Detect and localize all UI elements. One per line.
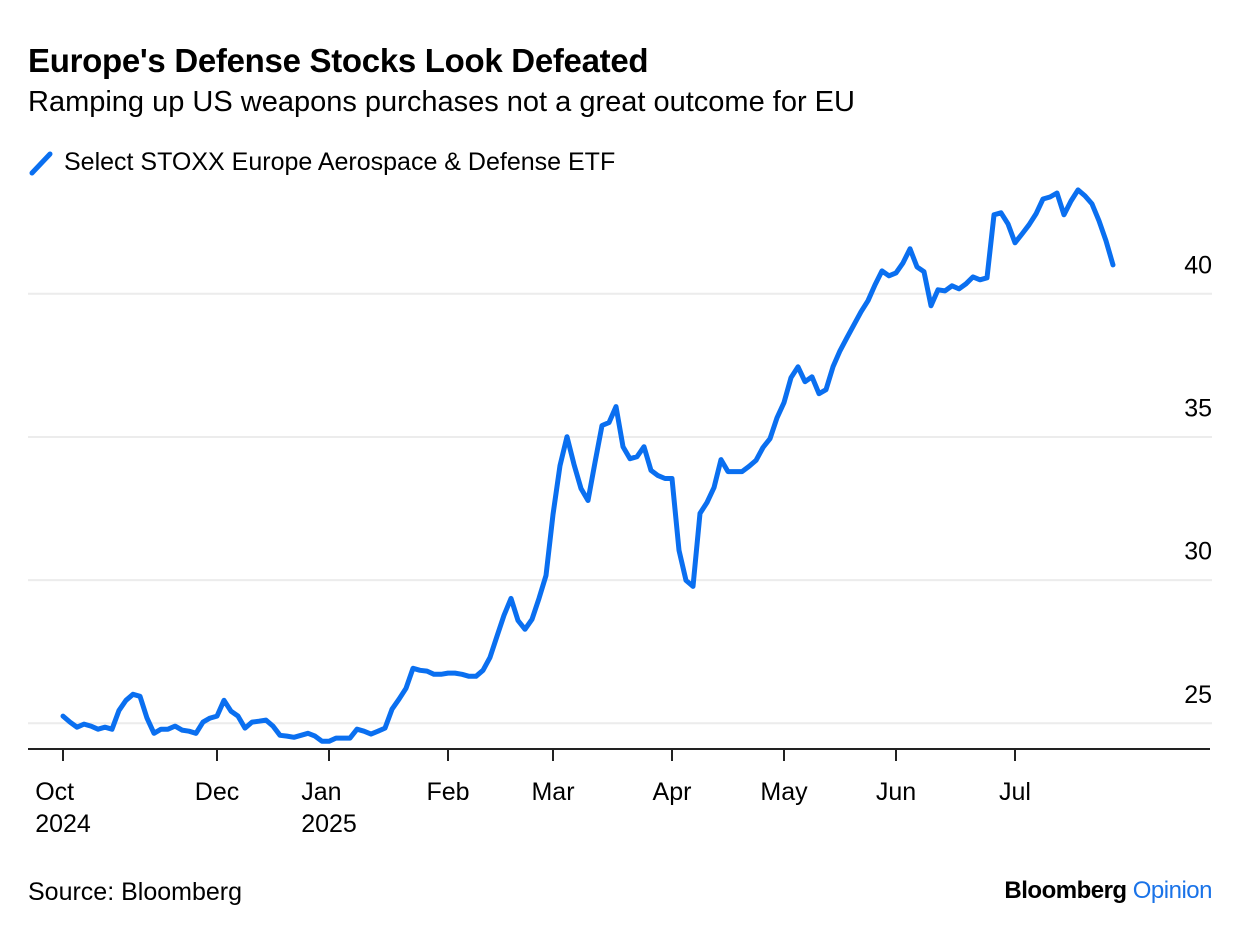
legend-label: Select STOXX Europe Aerospace & Defense … (64, 148, 616, 176)
brand: Bloomberg Opinion (1004, 877, 1212, 905)
y-tick-label: 30 (1184, 538, 1212, 566)
x-tick-label: Apr (652, 778, 692, 806)
x-tick-label: Dec (194, 778, 240, 806)
x-tick-label: Mar (531, 778, 575, 806)
x-tick-label: May (760, 778, 808, 806)
chart-subtitle: Ramping up US weapons purchases not a gr… (28, 86, 855, 118)
chart-title: Europe's Defense Stocks Look Defeated (28, 42, 649, 79)
y-tick-label: 35 (1184, 395, 1212, 423)
legend-swatch (29, 151, 53, 175)
x-tick-label: Jun (875, 778, 917, 806)
brand-product: Opinion (1132, 877, 1213, 904)
source-note: Source: Bloomberg (28, 878, 243, 906)
y-tick-label: 25 (1184, 681, 1212, 709)
brand-name: Bloomberg (1004, 877, 1127, 904)
legend: Select STOXX Europe Aerospace & Defense … (28, 148, 615, 177)
series-line (60, 187, 1116, 744)
x-tick-label: Oct 2024 (35, 778, 91, 838)
x-tick-label: Jul (999, 778, 1031, 806)
y-tick-label: 40 (1184, 251, 1212, 279)
x-tick-label: Jan 2025 (301, 778, 357, 838)
x-tick-label: Feb (426, 778, 470, 806)
